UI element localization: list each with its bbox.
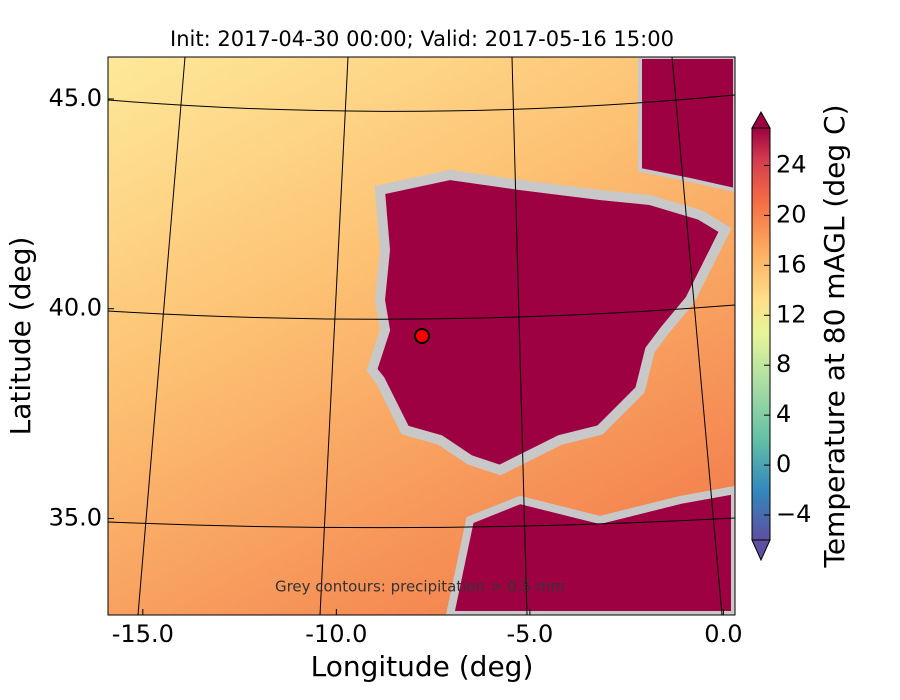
colorbar-tick-label: 0 <box>776 450 791 478</box>
france <box>638 57 735 193</box>
plot-frame <box>107 56 736 616</box>
x-tick-label: 0.0 <box>704 620 742 648</box>
x-tick-label: -5.0 <box>506 620 553 648</box>
colorbar-extend-min <box>751 539 771 562</box>
site-marker <box>414 328 430 344</box>
y-tick-label: 35.0 <box>49 504 102 532</box>
y-tick-label: 45.0 <box>49 84 102 112</box>
title: Init: 2017-04-30 00:00; Valid: 2017-05-1… <box>170 27 674 51</box>
y-axis-label: Latitude (deg) <box>4 237 37 436</box>
colorbar-extend-max <box>751 110 771 129</box>
x-axis-label: Longitude (deg) <box>311 650 534 683</box>
colorbar-tick-label: −4 <box>776 500 811 528</box>
y-tick-label: 40.0 <box>49 294 102 322</box>
colorbar <box>752 128 770 540</box>
colorbar-tick-label: 8 <box>776 350 791 378</box>
colorbar-tick-label: 12 <box>776 300 807 328</box>
colorbar-label: Temperature at 80 mAGL (deg C) <box>818 104 851 568</box>
colorbar-tick-label: 20 <box>776 200 807 228</box>
x-tick-label: -10.0 <box>305 620 367 648</box>
iberia <box>366 169 732 476</box>
map <box>108 57 735 615</box>
annotation: Grey contours: precipitation > 0.5 mm <box>275 578 565 596</box>
colorbar-tick-label: 16 <box>776 250 807 278</box>
x-tick-label: -15.0 <box>112 620 174 648</box>
colorbar-tick-label: 4 <box>776 400 791 428</box>
graticule <box>108 57 735 615</box>
colorbar-frame <box>751 127 771 541</box>
colorbar-tick-label: 24 <box>776 150 807 178</box>
